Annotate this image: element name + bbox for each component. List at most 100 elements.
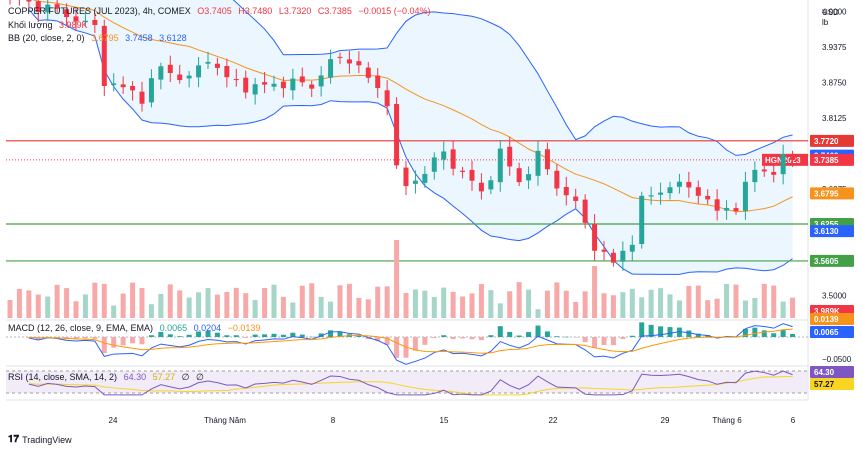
macd-histogram-bar <box>705 335 711 337</box>
tradingview-logo[interactable]: 𝟏𝟕 TradingView <box>8 434 72 445</box>
candle-body <box>365 67 371 78</box>
price-line-badge-label: 3.7720 <box>814 137 839 146</box>
candle-body <box>299 76 305 83</box>
volume-bar <box>196 292 202 318</box>
axis-badge <box>810 187 854 200</box>
macd-histogram-bar <box>478 337 484 341</box>
macd-histogram-bar <box>139 337 145 345</box>
volume-bar <box>158 293 164 318</box>
volume-bar <box>526 289 532 318</box>
candle-body <box>196 65 202 78</box>
volume-bar <box>742 300 748 318</box>
volume-bar <box>573 301 579 318</box>
volume-legend[interactable]: Khối lượng 3.989K <box>8 20 92 30</box>
candle-body <box>186 75 192 79</box>
volume-bar <box>752 298 758 318</box>
candle-body <box>214 63 220 68</box>
candle-body <box>54 4 60 9</box>
macd-histogram-bar <box>771 333 777 337</box>
volume-bar <box>73 301 79 318</box>
rsi-label: RSI (14, close, SMA, 14, 2) <box>8 372 118 382</box>
macd-histogram-bar <box>148 335 154 337</box>
price-line-badge <box>810 134 854 147</box>
candle-body <box>167 64 173 73</box>
candle-body <box>318 75 324 87</box>
candle-body <box>92 19 98 25</box>
macd-histogram-bar <box>441 335 447 337</box>
candle-body <box>676 181 682 187</box>
candle-body <box>130 86 136 91</box>
candle-body <box>82 20 88 23</box>
volume-bar <box>771 285 777 318</box>
volume-bar <box>733 284 739 318</box>
candle-body <box>252 84 258 95</box>
volume-bar <box>554 282 560 318</box>
volume-bar <box>167 284 173 318</box>
candle-body <box>639 195 645 245</box>
macd-legend[interactable]: MACD (12, 26, close, 9, EMA, EMA) 0.0065… <box>8 323 264 333</box>
rsi-line <box>28 370 793 396</box>
macd-histogram-bar <box>563 336 569 338</box>
indicator-badge-label: 3.989K <box>814 307 840 316</box>
macd-histogram-bar <box>186 334 192 337</box>
volume-bar <box>45 296 51 318</box>
macd-histogram-bar <box>648 324 654 337</box>
candle-body <box>205 61 211 64</box>
candle-body <box>752 169 758 183</box>
candle-body <box>403 167 409 187</box>
macd-histogram-bar <box>535 325 541 337</box>
macd-histogram-bar <box>224 335 230 337</box>
volume-bar <box>431 296 437 318</box>
candle-body <box>771 171 777 175</box>
volume-bar <box>695 285 701 318</box>
candle-body <box>328 59 334 78</box>
candle-body <box>658 192 664 195</box>
rsi-legend[interactable]: RSI (14, close, SMA, 14, 2) 64.30 57.27 … <box>8 372 208 383</box>
macd-histogram-bar <box>676 327 682 337</box>
indicator-badge-label: 0.0139 <box>814 315 839 324</box>
candle-body <box>224 66 230 78</box>
volume-bar <box>384 286 390 318</box>
volume-bar <box>280 296 286 318</box>
macd-histogram-bar <box>431 337 437 338</box>
volume-bar <box>639 297 645 318</box>
macd-line <box>28 323 793 365</box>
volume-bar <box>101 284 107 318</box>
macd-histogram-bar <box>177 336 183 337</box>
candle-body <box>262 82 268 85</box>
volume-bar <box>601 293 607 318</box>
open-value: O3.7405 <box>197 6 232 16</box>
high-value: H3.7480 <box>238 6 273 16</box>
macd-histogram-bar <box>158 331 164 337</box>
macd-histogram-bar <box>73 337 79 340</box>
macd-histogram-bar <box>667 327 673 337</box>
macd-histogram-bar <box>742 328 748 337</box>
currency-unit: USD lb <box>822 8 839 28</box>
macd-histogram-bar <box>761 330 767 337</box>
volume-bar <box>450 291 456 318</box>
candle-body <box>346 59 352 64</box>
macd-histogram-bar <box>205 330 211 337</box>
time-tick-label: 22 <box>549 416 558 425</box>
symbol-name[interactable]: COPPER FUTURES (JUL 2023), 4h, COMEX <box>8 6 191 16</box>
axis-badge <box>810 225 854 238</box>
candle-body <box>610 252 616 263</box>
volume-bar <box>346 283 352 318</box>
candle-body <box>648 195 654 197</box>
candle-body <box>667 187 673 194</box>
bb-legend[interactable]: BB (20, close, 2, 0) 3.6795 3.7458 3.612… <box>8 33 191 43</box>
volume-bar <box>488 290 494 318</box>
rsi-ma-line <box>28 376 793 396</box>
volume-bar <box>610 295 616 318</box>
macd-signal-line <box>28 328 793 354</box>
time-tick-label: 15 <box>440 416 449 425</box>
volume-bar <box>111 305 117 318</box>
bb-label: BB (20, close, 2, 0) <box>8 33 85 43</box>
bb-upper-line <box>232 0 793 156</box>
candle-body <box>497 148 503 183</box>
volume-bar <box>233 287 239 318</box>
volume-bar <box>26 290 32 318</box>
candle-body <box>601 249 607 252</box>
candle-body <box>544 149 550 170</box>
